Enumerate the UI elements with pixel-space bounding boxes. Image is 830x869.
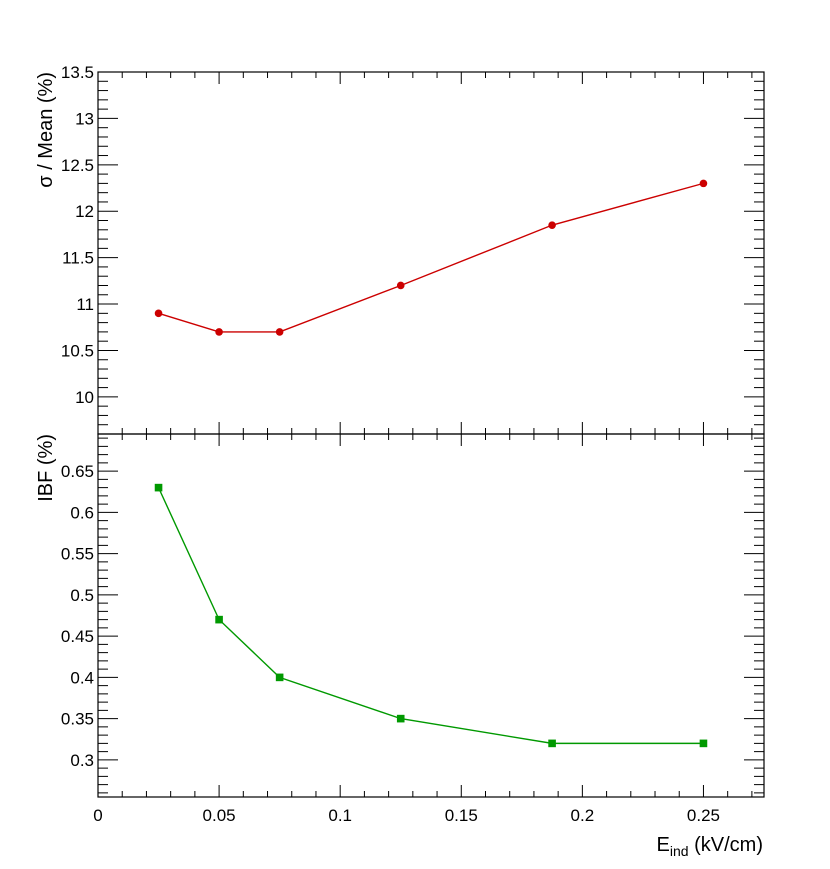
bottom-y-axis-title: IBF (%) — [35, 434, 57, 502]
bottom-y-tick-label: 0.65 — [61, 462, 94, 481]
bottom-y-tick-label: 0.3 — [70, 751, 94, 770]
x-tick-label: 0.15 — [445, 806, 478, 825]
top-y-tick-label: 11 — [76, 295, 94, 314]
top-y-tick-label: 11.5 — [62, 249, 94, 268]
top-data-point — [275, 328, 284, 336]
top-series-line — [158, 182, 704, 333]
bottom-y-tick-label: 0.6 — [70, 503, 94, 522]
top-data-point — [215, 328, 223, 336]
x-tick-label: 0.05 — [203, 806, 236, 825]
top-y-tick-label: 12 — [75, 202, 94, 221]
top-data-point — [396, 281, 405, 290]
x-axis-title-main: E — [657, 834, 670, 856]
bottom-y-tick-label: 0.5 — [70, 586, 94, 605]
top-plot-frame — [97, 71, 765, 435]
x-tick-label: 0.2 — [571, 806, 595, 825]
bottom-data-point — [396, 714, 405, 723]
bottom-data-point — [154, 483, 163, 492]
bottom-series-line — [157, 487, 704, 745]
bottom-y-tick-label: 0.35 — [61, 710, 94, 729]
x-axis-title: Eind (kV/cm) — [657, 834, 763, 859]
top-y-tick-label: 12.5 — [61, 156, 94, 175]
top-panel: 10 10.5 11 11.5 12 12.5 13 13.5 — [61, 63, 765, 435]
bottom-panel: 0 0.05 0.1 0.15 0.2 0.25 0.3 0.35 0.4 0.45 0.5 0.55… — [61, 433, 765, 825]
x-tick-label: 0.25 — [687, 806, 720, 825]
top-data-point — [154, 309, 163, 318]
x-tick-label: 0.1 — [328, 806, 352, 825]
x-axis-title-unit: (kV/cm) — [689, 834, 763, 856]
bottom-plot-frame — [97, 433, 765, 798]
x-tick-label: 0 — [93, 806, 102, 825]
bottom-y-tick-label: 0.45 — [61, 627, 94, 646]
top-data-point — [699, 179, 708, 188]
bottom-data-point — [699, 739, 708, 748]
top-y-tick-label: 10 — [75, 388, 94, 407]
top-y-axis-title: σ / Mean (%) — [35, 72, 57, 188]
bottom-data-point — [215, 615, 223, 624]
bottom-data-point — [548, 739, 556, 748]
top-y-tick-label: 13 — [75, 109, 94, 128]
top-data-point — [548, 221, 556, 229]
bottom-y-tick-label: 0.4 — [70, 668, 94, 687]
bottom-data-point — [275, 673, 284, 682]
x-axis-title-sub: ind — [670, 843, 689, 859]
bottom-y-tick-label: 0.55 — [61, 545, 94, 564]
top-y-tick-label: 10.5 — [61, 341, 94, 360]
top-y-tick-label: 13.5 — [61, 63, 94, 82]
